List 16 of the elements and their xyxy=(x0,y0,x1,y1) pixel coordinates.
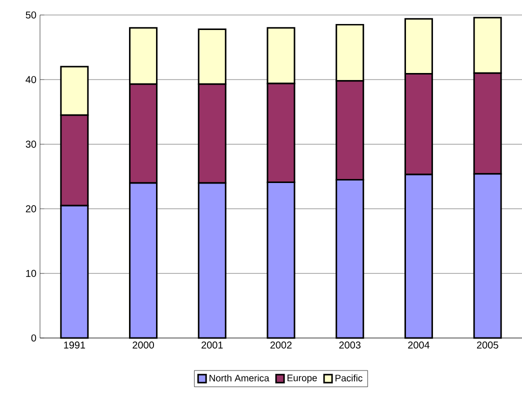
y-tick-label: 10 xyxy=(26,270,36,277)
x-tick-label: 1991 xyxy=(64,342,86,349)
legend-label: North America xyxy=(210,374,270,382)
x-tick-label: 2004 xyxy=(408,342,430,349)
y-tick-label: 30 xyxy=(26,140,36,148)
x-tick-label: 2002 xyxy=(270,342,292,349)
x-tick-label: 2001 xyxy=(202,342,223,349)
legend-label: Pacific xyxy=(336,374,362,382)
y-tick-label: 20 xyxy=(26,205,36,212)
x-tick-label: 2000 xyxy=(132,342,154,349)
x-tick-label: 2005 xyxy=(476,342,498,349)
y-tick-label: 0 xyxy=(31,334,36,342)
legend-label: Europe xyxy=(288,374,317,384)
x-tick-label: 2003 xyxy=(339,342,361,349)
y-tick-label: 40 xyxy=(26,76,36,84)
y-tick-label: 50 xyxy=(26,11,36,19)
